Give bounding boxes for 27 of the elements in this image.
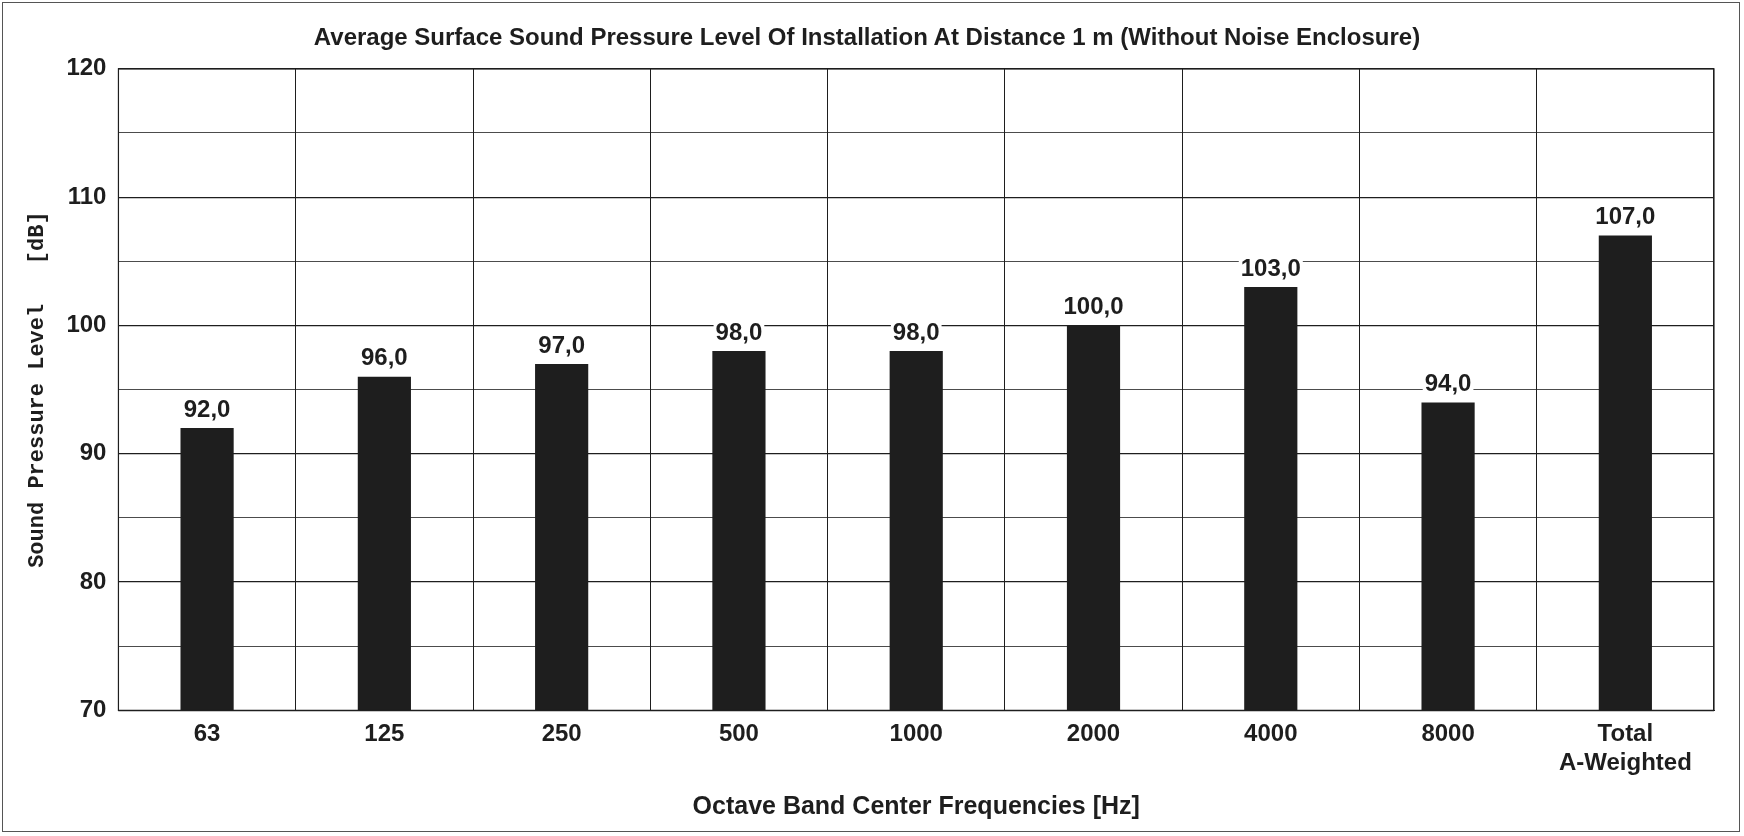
data-label: 97,0 bbox=[538, 330, 586, 358]
x-tick-label: 125 bbox=[364, 719, 405, 747]
y-tick-label: 120 bbox=[66, 53, 107, 81]
data-label: 98,0 bbox=[892, 317, 940, 345]
x-tick-label: 4000 bbox=[1244, 719, 1298, 747]
x-tick-label: 8000 bbox=[1421, 719, 1475, 747]
x-tick-label: 2000 bbox=[1066, 719, 1121, 747]
x-tick-label: 500 bbox=[718, 719, 759, 747]
y-tick-label: 80 bbox=[79, 566, 107, 594]
x-tick-label: 250 bbox=[541, 719, 582, 747]
y-axis-title: Sound Pressure Level [dB] bbox=[24, 211, 50, 568]
y-tick-label: 90 bbox=[79, 438, 107, 466]
y-tick-label: 70 bbox=[79, 695, 107, 723]
y-tick-label: 110 bbox=[67, 181, 107, 209]
data-label: 100,0 bbox=[1063, 292, 1124, 320]
data-label: 103,0 bbox=[1240, 253, 1301, 281]
x-axis-title: Octave Band Center Frequencies [Hz] bbox=[692, 790, 1140, 819]
data-label: 92,0 bbox=[183, 394, 231, 422]
x-tick-label: 63 bbox=[193, 719, 221, 747]
data-label: 107,0 bbox=[1595, 202, 1656, 230]
data-label: 96,0 bbox=[361, 343, 408, 371]
data-label: 94,0 bbox=[1424, 369, 1472, 397]
chart-title: Average Surface Sound Pressure Level Of Installation At Distance 1 m (Without Noise Enclosure) bbox=[313, 23, 1421, 51]
x-tick-label: 1000 bbox=[889, 719, 943, 747]
y-tick-label: 100 bbox=[66, 310, 107, 338]
x-tick-label: Total A-Weighted bbox=[1558, 719, 1692, 776]
data-label: 98,0 bbox=[715, 317, 763, 345]
